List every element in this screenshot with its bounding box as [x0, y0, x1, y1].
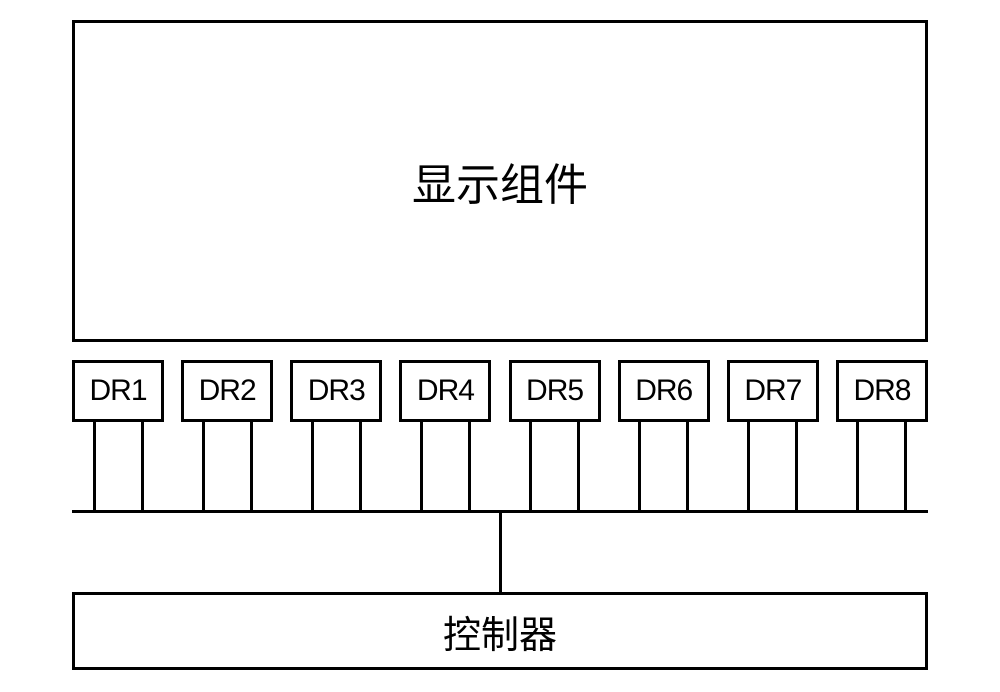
- connector-line: [747, 422, 750, 510]
- connector-line: [638, 422, 641, 510]
- driver-label: DR5: [526, 374, 583, 408]
- connector-line: [499, 513, 502, 592]
- driver-box-4: DR4: [399, 360, 491, 422]
- driver-box-7: DR7: [727, 360, 819, 422]
- driver-box-6: DR6: [618, 360, 710, 422]
- connector-line: [311, 422, 314, 510]
- driver-label: DR8: [853, 374, 910, 408]
- connector-line: [795, 422, 798, 510]
- driver-box-5: DR5: [509, 360, 601, 422]
- driver-box-8: DR8: [836, 360, 928, 422]
- connector-line: [904, 422, 907, 510]
- connector-line: [202, 422, 205, 510]
- connector-line: [141, 422, 144, 510]
- driver-box-2: DR2: [181, 360, 273, 422]
- driver-label: DR7: [744, 374, 801, 408]
- connector-line: [468, 422, 471, 510]
- connector-line: [250, 422, 253, 510]
- driver-label: DR1: [89, 374, 146, 408]
- connector-line: [686, 422, 689, 510]
- controller-block: 控制器: [72, 592, 928, 670]
- display-block: 显示组件: [72, 20, 928, 342]
- driver-label: DR4: [417, 374, 474, 408]
- block-diagram: 显示组件 DR1 DR2 DR3 DR4 DR5 DR6 DR7 DR8 控制器: [72, 20, 928, 670]
- driver-label: DR6: [635, 374, 692, 408]
- connector-line: [529, 422, 532, 510]
- driver-label: DR2: [199, 374, 256, 408]
- driver-row: DR1 DR2 DR3 DR4 DR5 DR6 DR7 DR8: [72, 360, 928, 422]
- display-label: 显示组件: [412, 149, 588, 213]
- connector-line: [577, 422, 580, 510]
- driver-label: DR3: [308, 374, 365, 408]
- driver-box-1: DR1: [72, 360, 164, 422]
- connector-line: [359, 422, 362, 510]
- connector-line: [856, 422, 859, 510]
- connector-line: [420, 422, 423, 510]
- controller-label: 控制器: [443, 604, 557, 659]
- connector-line: [93, 422, 96, 510]
- driver-box-3: DR3: [290, 360, 382, 422]
